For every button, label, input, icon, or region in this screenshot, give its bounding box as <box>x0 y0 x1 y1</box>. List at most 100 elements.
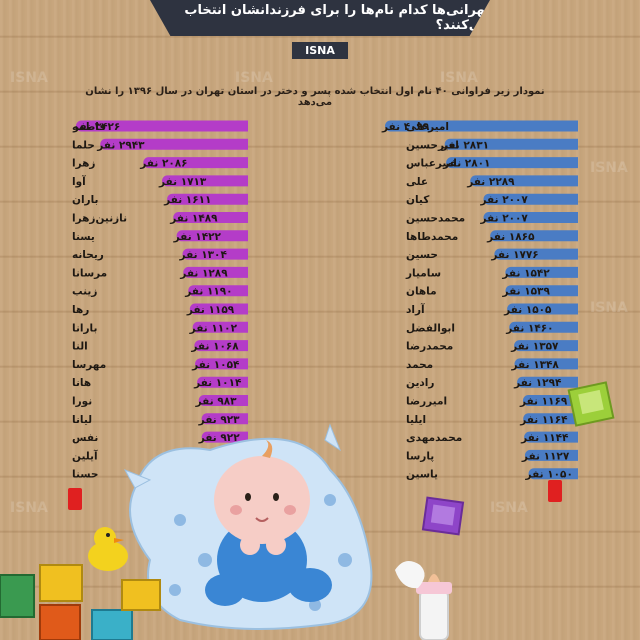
boys-name-label: محمدرضا <box>406 341 453 353</box>
girls-name-label: حلما <box>72 139 95 151</box>
girls-name-label: مهرسا <box>72 359 106 371</box>
boys-name-label: آراد <box>406 303 425 316</box>
boys-name-label: محمد <box>406 359 433 371</box>
boys-bar <box>444 138 578 150</box>
boys-value-label: ۱۱۶۹ نفر <box>519 396 568 408</box>
boys-bar <box>517 376 578 388</box>
boys-bar <box>494 248 578 260</box>
girls-name-label: مرسانا <box>72 267 107 279</box>
girls-bar <box>194 340 248 352</box>
girls-name-label: هانا <box>72 377 91 389</box>
girls-name-label: زهرا <box>72 158 95 170</box>
boys-name-label: سامیار <box>405 267 441 279</box>
girls-bar <box>192 321 248 333</box>
boys-value-label: ۱۳۴۸ نفر <box>511 359 560 371</box>
girls-name-label: آیلین <box>72 449 98 462</box>
girls-bar <box>76 120 248 132</box>
girls-value-label: ۱۲۸۹ نفر <box>179 267 228 279</box>
boys-value-label: ۱۵۴۲ نفر <box>501 267 550 279</box>
girls-name-label: بارانا <box>72 322 97 334</box>
boys-value-label: ۱۱۲۷ نفر <box>521 450 570 462</box>
girls-value-label: ۱۰۵۴ نفر <box>191 359 240 371</box>
boys-name-label: محمدمهدی <box>406 432 462 444</box>
boys-value-label: ۲۰۰۷ نفر <box>480 194 529 206</box>
girls-value-label: ۱۱۰۲ نفر <box>189 322 238 334</box>
boys-bar <box>522 395 578 406</box>
boys-value-label: ۱۰۵۰ نفر <box>525 469 573 481</box>
boys-name-label: امیررضا <box>406 396 447 408</box>
boys-value-label: ۱۵۳۹ نفر <box>502 286 551 298</box>
boys-bar <box>483 212 578 223</box>
girls-value-label: ۱۴۸۹ نفر <box>169 213 218 225</box>
girls-bar <box>182 248 248 260</box>
boys-value-label: ۲۸۰۱ نفر <box>442 158 490 170</box>
girls-bar <box>188 285 248 297</box>
boys-bar <box>528 468 578 480</box>
boys-name-label: رادین <box>406 377 434 389</box>
girls-name-label: رها <box>72 304 89 316</box>
girls-name-label: آوا <box>72 175 86 188</box>
girls-bar <box>176 230 248 242</box>
page-title: تهرانی‌ها کدام نام‌ها را برای فرزندانشان… <box>184 3 490 33</box>
girls-bar <box>162 175 248 187</box>
boys-name-label: امیرحسین <box>406 139 459 151</box>
boys-name-label: ابوالفضل <box>406 322 455 334</box>
girls-value-label: ۱۳۰۴ نفر <box>179 249 228 261</box>
boys-name-label: امیرعباس <box>406 158 457 170</box>
girls-value-label: ۹۲۳ نفر <box>198 414 241 426</box>
girls-name-label: یسنا <box>72 231 95 243</box>
baby-on-pillow-illustration <box>123 423 373 630</box>
boys-value-label: ۲۸۳۱ نفر <box>441 139 489 151</box>
girls-value-label: ۱۱۵۹ نفر <box>186 304 235 316</box>
girls-name-label: حسنا <box>72 469 98 481</box>
boys-bar <box>524 431 578 443</box>
boys-bar <box>505 266 578 278</box>
girls-bar <box>143 157 248 169</box>
boys-value-label: ۱۱۴۴ نفر <box>520 432 569 444</box>
boys-value-label: ۲۰۰۷ نفر <box>480 213 529 225</box>
girls-bar <box>198 395 248 406</box>
girls-value-label: ۱۰۱۴ نفر <box>193 377 242 389</box>
boys-name-label: محمدطاها <box>406 231 458 243</box>
girls-value-label: ۱۴۲۲ نفر <box>173 231 222 243</box>
girls-bar <box>195 358 248 370</box>
girls-value-label: ۱۰۶۸ نفر <box>190 341 239 353</box>
boys-bar <box>524 449 578 461</box>
boys-bar <box>385 120 578 132</box>
isna-badge: ISNA <box>292 42 348 59</box>
girls-value-label: ۲۹۴۳ نفر <box>96 139 145 151</box>
boys-bar <box>507 303 578 315</box>
girls-bar <box>197 376 248 388</box>
girls-value-label: ۹۸۳ نفر <box>195 396 238 408</box>
boys-name-label: امیرعلی <box>406 121 449 133</box>
boys-value-label: ۱۱۶۴ نفر <box>519 414 568 426</box>
title-banner: تهرانی‌ها کدام نام‌ها را برای فرزندانشان… <box>150 0 490 36</box>
girls-bar <box>100 138 249 150</box>
boys-name-label: کیان <box>406 194 430 206</box>
girls-value-label: ۱۱۹۰ نفر <box>184 286 232 298</box>
girls-name-label: ریحانه <box>72 249 104 261</box>
girls-bar <box>189 303 248 315</box>
boys-bar <box>514 340 578 352</box>
girls-name-label: النا <box>72 341 88 353</box>
girls-value-label: ۱۷۱۳ نفر <box>158 176 207 188</box>
girls-name-label: نورا <box>72 396 92 408</box>
toy-blocks <box>0 381 615 640</box>
girls-name-label: فاطمه <box>72 121 106 133</box>
boys-name-label: حسین <box>406 249 438 261</box>
girls-bar <box>183 266 248 278</box>
rubber-duck <box>88 527 128 571</box>
girls-value-label: ۳۴۲۶ نفر <box>72 121 120 133</box>
girls-value-label: ۱۶۱۱ نفر <box>163 194 211 206</box>
boys-bar <box>523 413 578 425</box>
girls-value-label: ۲۰۸۶ نفر <box>139 158 187 170</box>
girls-value-label: ۹۲۲ نفر <box>198 432 241 444</box>
boys-bar <box>505 285 578 297</box>
boys-value-label: ۱۴۶۰ نفر <box>505 322 553 334</box>
girls-name-label: لیانا <box>72 414 92 426</box>
boys-bar <box>490 230 578 242</box>
boys-value-label: ۱۵۰۵ نفر <box>503 304 552 316</box>
